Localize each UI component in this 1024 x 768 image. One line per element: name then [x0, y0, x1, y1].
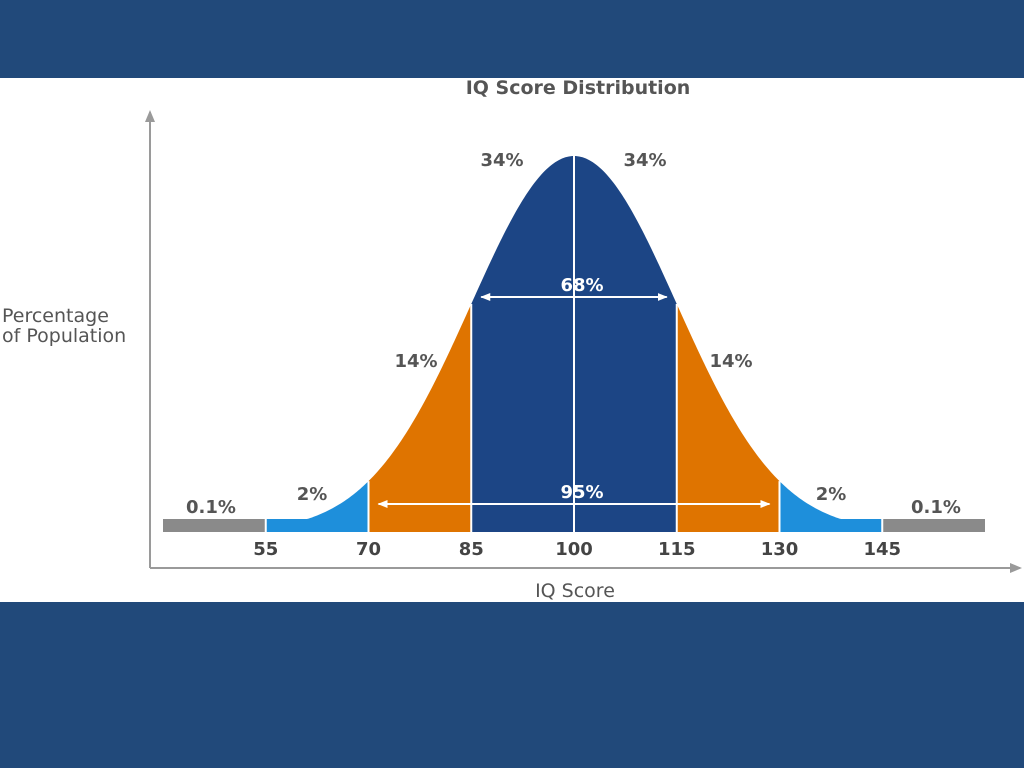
band-label: 14% [394, 351, 437, 372]
x-tick-label: 130 [761, 539, 799, 560]
band-label: 14% [709, 351, 752, 372]
band-115-130 [676, 303, 780, 532]
chart-labels: IQ Score Distribution IQ Score Percentag… [2, 77, 961, 602]
x-axis-label: IQ Score [535, 580, 615, 602]
range-label: 68% [560, 275, 603, 296]
band-label: 34% [480, 150, 523, 171]
axes [145, 110, 1022, 573]
band-label: 0.1% [186, 497, 236, 518]
band-label: 2% [816, 484, 847, 505]
range-arrows: 68% 95% [264, 156, 884, 532]
band-145-160 [882, 519, 985, 532]
distribution-bands [163, 156, 985, 532]
x-tick-label: 70 [356, 539, 381, 560]
band-label: 2% [297, 484, 328, 505]
band-40-55 [163, 519, 266, 532]
band-100-115 [574, 156, 677, 532]
x-tick-label: 115 [658, 539, 696, 560]
x-tick-label: 145 [863, 539, 901, 560]
band-130-145 [779, 481, 883, 532]
x-tick-label: 100 [555, 539, 593, 560]
y-axis-label-line2: of Population [2, 325, 126, 347]
band-55-70 [265, 481, 369, 532]
range-label: 95% [560, 482, 603, 503]
y-axis-label-line1: Percentage [2, 305, 109, 327]
band-85-100 [471, 156, 574, 532]
band-label: 0.1% [911, 497, 961, 518]
band-70-85 [368, 303, 472, 532]
band-label: 34% [623, 150, 666, 171]
x-tick-label: 85 [459, 539, 484, 560]
chart-title: IQ Score Distribution [466, 77, 691, 99]
x-tick-label: 55 [253, 539, 278, 560]
